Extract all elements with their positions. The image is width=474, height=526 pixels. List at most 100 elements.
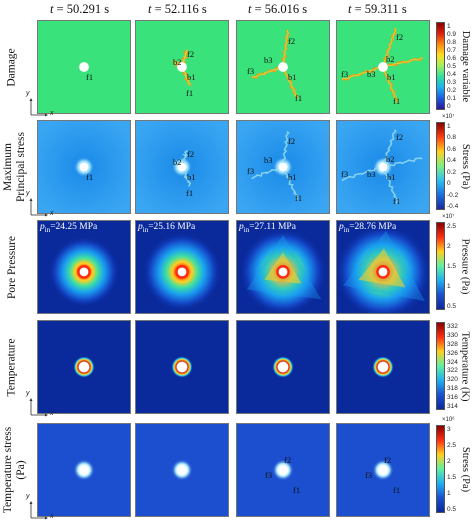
crack-core (251, 66, 284, 78)
fracture-label-f3: f3 (341, 169, 349, 179)
column-title-3: t = 56.016 s (248, 2, 307, 17)
thermal-halo (272, 356, 294, 378)
pressure-subscript: in (243, 225, 250, 234)
injection-pressure-label: pin=28.76 MPa (339, 222, 396, 234)
stress-crack (382, 157, 423, 168)
colorbar-title: Stress (Pa) (459, 446, 471, 492)
fracture-label-f1: f1 (86, 72, 94, 82)
thermal-halo (372, 356, 394, 378)
pressure-value: =25.16 MPa (148, 222, 196, 232)
field-plot (337, 321, 429, 413)
column-title-4: t = 59.311 s (348, 2, 407, 17)
panel-r4-c4 (336, 320, 430, 414)
fracture-label-b1: b1 (187, 72, 196, 82)
colorbar-tick: 332 (447, 323, 458, 330)
fracture-label-b3: b3 (367, 69, 376, 79)
fracture-label-b2: b2 (386, 154, 395, 164)
panel-r5-c2 (135, 423, 229, 517)
colorbar-1 (436, 22, 445, 110)
colorbar-tick: 0.4 (447, 157, 457, 165)
panel-r1-c1: f1 (37, 20, 131, 114)
wellbore (177, 62, 187, 72)
fracture-label-f3: f3 (341, 69, 349, 79)
fracture-label-b1: b1 (288, 72, 297, 82)
fracture-label-f2: f2 (288, 36, 296, 46)
colorbar-tick: 1 (447, 23, 451, 30)
panel-r5-c3: f2 f3 f1 (236, 423, 330, 517)
wellbore (177, 162, 187, 172)
crack-core (282, 30, 289, 68)
axis-arrows (29, 501, 48, 520)
colorbar-3 (436, 222, 445, 310)
wellbore (79, 62, 89, 72)
fracture-label-b2: b2 (173, 57, 182, 67)
thermal-stress-halo (372, 459, 394, 481)
fracture-label-f1: f1 (86, 172, 94, 182)
colorbar-tick: 326 (447, 349, 458, 357)
wellbore (278, 162, 288, 172)
axis-arrows (29, 198, 48, 217)
pressure-subscript: in (44, 225, 51, 234)
colorbar-tick: 0 (447, 180, 451, 188)
fracture-label-f1: f1 (393, 196, 401, 206)
row-label-line: Damage (5, 47, 18, 87)
colorbar-tick: 0.5 (447, 63, 457, 70)
wellbore (79, 267, 89, 277)
injection-pressure-label: pin=24.25 MPa (40, 222, 97, 234)
colorbar-tick: 0.6 (447, 145, 457, 153)
fracture-label-b2: b2 (173, 157, 182, 167)
colorbar-tick: 330 (447, 331, 458, 339)
time-symbol: t (348, 2, 352, 16)
pressure-symbol: p (239, 222, 244, 232)
wellbore (378, 162, 388, 172)
colorbar-tick: 3 (447, 426, 451, 433)
colorbar-tick: 0.2 (447, 168, 457, 176)
colorbar-tick: -0.4 (447, 203, 459, 210)
crack-core (382, 57, 423, 68)
stress-crack (382, 166, 399, 205)
thermal-stress-halo (73, 459, 95, 481)
panel-r1-c2: f2 b2 b1 f1 (135, 20, 229, 114)
pressure-value: =24.25 MPa (50, 222, 98, 232)
fracture-label-b3: b3 (367, 169, 376, 179)
fracture-label-b1: b1 (387, 172, 396, 182)
injection-pressure-label: pin=25.16 MPa (138, 222, 195, 234)
crack-core (382, 28, 396, 68)
panel-r1-c3: f2 b3 f3 b1 f1 (236, 20, 330, 114)
fracture-label-f1: f1 (293, 485, 301, 495)
colorbar-tick: 0 (447, 103, 451, 110)
field-plot (337, 221, 429, 313)
colorbar-tick: 1 (447, 283, 451, 290)
fracture-label-f3: f3 (265, 470, 273, 480)
injection-pressure-label: pin=27.11 MPa (239, 222, 296, 234)
colorbar-tick: 0.8 (447, 134, 457, 142)
fracture-label-f1: f1 (393, 485, 401, 495)
colorbar-title: Damage variable (459, 30, 471, 102)
colorbar-tick: 2.5 (447, 223, 457, 230)
time-symbol: t (50, 2, 54, 16)
colorbar-tick: 0.4 (447, 71, 457, 78)
colorbar-5 (436, 425, 445, 513)
fracture-label-b3: b3 (264, 55, 273, 65)
pressure-subscript: in (142, 225, 149, 234)
fracture-label-f3: f3 (365, 470, 373, 480)
colorbar-tick: 0.5 (447, 506, 457, 513)
wellbore (177, 267, 187, 277)
field-plot (38, 424, 130, 516)
stress-crack (341, 166, 384, 182)
stress-crack (282, 166, 299, 201)
colorbar-tick: 316 (447, 394, 458, 402)
panel-r3-c2: pin=25.16 MPa (135, 220, 229, 314)
stress-crack (251, 166, 283, 180)
colorbar-tick: 324 (447, 358, 458, 366)
time-symbol: t (148, 2, 152, 16)
pressure-value: =28.76 MPa (349, 222, 397, 232)
thermal-stress-halo (272, 459, 294, 481)
colorbar-tick: 1.5 (447, 474, 457, 481)
thermal-halo (73, 356, 95, 378)
time-value: = 56.016 s (251, 2, 308, 16)
fracture-label-f1: f1 (186, 188, 194, 198)
time-value: = 59.311 s (351, 2, 407, 16)
